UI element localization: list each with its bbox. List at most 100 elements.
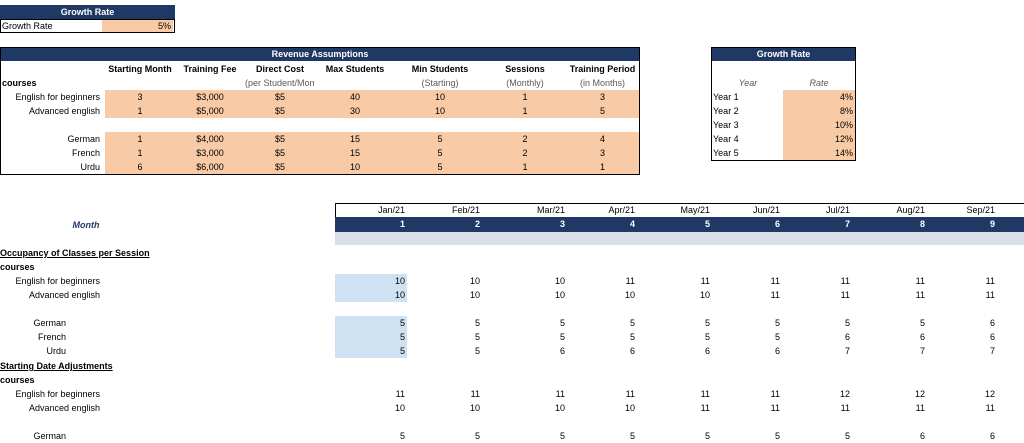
occupancy-cell[interactable]: 5 bbox=[335, 316, 407, 330]
starting-cell[interactable]: 12 bbox=[839, 389, 850, 399]
occupancy-cell[interactable]: 5 bbox=[474, 318, 480, 328]
growth-rate-cell[interactable]: 8% bbox=[783, 104, 855, 118]
occupancy-cell[interactable]: 11 bbox=[770, 290, 780, 300]
starting-cell[interactable]: 6 bbox=[919, 431, 925, 441]
revenue-cell[interactable]: 3 bbox=[137, 92, 143, 102]
starting-cell[interactable]: 11 bbox=[555, 389, 565, 399]
growth-rate-cell[interactable]: 14% bbox=[783, 146, 855, 160]
starting-cell[interactable]: 5 bbox=[704, 431, 710, 441]
revenue-cell[interactable]: $3,000 bbox=[196, 92, 224, 102]
occupancy-cell[interactable]: 5 bbox=[559, 332, 565, 342]
occupancy-cell[interactable]: 6 bbox=[774, 346, 780, 356]
starting-cell[interactable]: 11 bbox=[625, 389, 635, 399]
occupancy-cell[interactable]: 6 bbox=[919, 332, 925, 342]
occupancy-cell[interactable]: 11 bbox=[915, 276, 925, 286]
occupancy-cell[interactable]: 5 bbox=[704, 318, 710, 328]
revenue-cell[interactable]: 5 bbox=[437, 162, 443, 172]
growth-rate-cell[interactable]: 12% bbox=[783, 132, 855, 146]
starting-cell[interactable]: 11 bbox=[840, 403, 850, 413]
occupancy-cell[interactable]: 10 bbox=[335, 288, 407, 302]
revenue-cell[interactable]: 5 bbox=[437, 148, 443, 158]
starting-cell[interactable]: 11 bbox=[700, 389, 710, 399]
revenue-cell[interactable]: $3,000 bbox=[196, 148, 224, 158]
occupancy-cell[interactable]: 10 bbox=[624, 290, 635, 300]
starting-cell[interactable]: 10 bbox=[394, 403, 405, 413]
occupancy-cell[interactable]: 6 bbox=[989, 332, 995, 342]
starting-cell[interactable]: 5 bbox=[844, 431, 850, 441]
occupancy-cell[interactable]: 10 bbox=[469, 276, 480, 286]
revenue-cell[interactable]: 4 bbox=[599, 134, 605, 144]
starting-cell[interactable]: 11 bbox=[470, 389, 480, 399]
occupancy-cell[interactable]: 6 bbox=[989, 318, 995, 328]
revenue-cell[interactable]: 1 bbox=[137, 148, 143, 158]
revenue-cell[interactable]: 2 bbox=[522, 148, 528, 158]
occupancy-cell[interactable]: 11 bbox=[840, 290, 850, 300]
starting-cell[interactable]: 10 bbox=[554, 403, 565, 413]
occupancy-cell[interactable]: 5 bbox=[335, 344, 407, 358]
revenue-cell[interactable]: 1 bbox=[137, 106, 143, 116]
revenue-cell[interactable]: 5 bbox=[437, 134, 443, 144]
occupancy-cell[interactable]: 5 bbox=[844, 318, 850, 328]
occupancy-cell[interactable]: 10 bbox=[554, 290, 565, 300]
occupancy-cell[interactable]: 11 bbox=[915, 290, 925, 300]
revenue-cell[interactable]: 10 bbox=[349, 162, 360, 172]
occupancy-cell[interactable]: 10 bbox=[699, 290, 710, 300]
starting-cell[interactable]: 12 bbox=[914, 389, 925, 399]
occupancy-cell[interactable]: 7 bbox=[844, 346, 850, 356]
revenue-cell[interactable]: $5 bbox=[274, 148, 285, 158]
starting-cell[interactable]: 11 bbox=[395, 389, 405, 399]
revenue-cell[interactable]: 15 bbox=[349, 134, 360, 144]
revenue-cell[interactable]: 2 bbox=[522, 134, 528, 144]
revenue-cell[interactable]: 1 bbox=[522, 92, 528, 102]
starting-cell[interactable]: 12 bbox=[984, 389, 995, 399]
revenue-cell[interactable]: 40 bbox=[349, 92, 360, 102]
starting-cell[interactable]: 11 bbox=[700, 403, 710, 413]
occupancy-cell[interactable]: 5 bbox=[629, 318, 635, 328]
growth-rate-cell[interactable]: 10% bbox=[783, 118, 855, 132]
starting-cell[interactable]: 10 bbox=[624, 403, 635, 413]
revenue-cell[interactable]: $5 bbox=[274, 162, 285, 172]
growth-rate-value[interactable]: 5% bbox=[102, 20, 173, 32]
occupancy-cell[interactable]: 5 bbox=[919, 318, 925, 328]
revenue-cell[interactable]: $6,000 bbox=[196, 162, 224, 172]
occupancy-cell[interactable]: 11 bbox=[770, 276, 780, 286]
starting-cell[interactable]: 6 bbox=[989, 431, 995, 441]
occupancy-cell[interactable]: 11 bbox=[985, 276, 995, 286]
revenue-cell[interactable]: 1 bbox=[522, 106, 528, 116]
starting-cell[interactable]: 11 bbox=[985, 403, 995, 413]
revenue-cell[interactable]: $5 bbox=[274, 106, 285, 116]
starting-cell[interactable]: 5 bbox=[474, 431, 480, 441]
starting-cell[interactable]: 5 bbox=[399, 431, 405, 441]
starting-cell[interactable]: 5 bbox=[774, 431, 780, 441]
starting-cell[interactable]: 5 bbox=[629, 431, 635, 441]
revenue-cell[interactable]: $5 bbox=[274, 92, 285, 102]
revenue-cell[interactable]: 10 bbox=[434, 106, 445, 116]
occupancy-cell[interactable]: 6 bbox=[559, 346, 565, 356]
occupancy-cell[interactable]: 5 bbox=[629, 332, 635, 342]
revenue-cell[interactable]: 15 bbox=[349, 148, 360, 158]
revenue-cell[interactable]: 30 bbox=[349, 106, 360, 116]
occupancy-cell[interactable]: 6 bbox=[629, 346, 635, 356]
occupancy-cell[interactable]: 6 bbox=[844, 332, 850, 342]
starting-cell[interactable]: 10 bbox=[469, 403, 480, 413]
occupancy-cell[interactable]: 10 bbox=[469, 290, 480, 300]
occupancy-cell[interactable]: 7 bbox=[919, 346, 925, 356]
occupancy-cell[interactable]: 5 bbox=[474, 332, 480, 342]
occupancy-cell[interactable]: 11 bbox=[840, 276, 850, 286]
starting-cell[interactable]: 5 bbox=[559, 431, 565, 441]
occupancy-cell[interactable]: 5 bbox=[474, 346, 480, 356]
occupancy-cell[interactable]: 11 bbox=[985, 290, 995, 300]
revenue-cell[interactable]: 1 bbox=[137, 134, 143, 144]
revenue-cell[interactable]: 3 bbox=[599, 148, 605, 158]
revenue-cell[interactable]: 5 bbox=[599, 106, 605, 116]
occupancy-cell[interactable]: 10 bbox=[554, 276, 565, 286]
occupancy-cell[interactable]: 5 bbox=[704, 332, 710, 342]
occupancy-cell[interactable]: 11 bbox=[625, 276, 635, 286]
occupancy-cell[interactable]: 5 bbox=[774, 318, 780, 328]
occupancy-cell[interactable]: 5 bbox=[335, 330, 407, 344]
occupancy-cell[interactable]: 7 bbox=[989, 346, 995, 356]
starting-cell[interactable]: 11 bbox=[770, 389, 780, 399]
occupancy-cell[interactable]: 5 bbox=[774, 332, 780, 342]
occupancy-cell[interactable]: 11 bbox=[700, 276, 710, 286]
occupancy-cell[interactable]: 10 bbox=[335, 274, 407, 288]
